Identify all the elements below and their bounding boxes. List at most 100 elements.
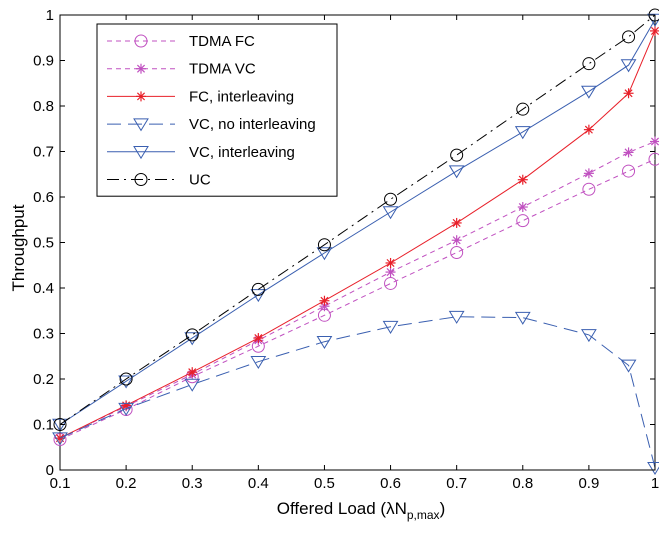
data-point	[185, 328, 199, 342]
x-axis-title-n: N	[395, 499, 407, 518]
data-point	[514, 126, 531, 140]
y-tick-label: 0.3	[33, 326, 54, 343]
data-point	[53, 418, 67, 431]
y-tick-label: 0.4	[33, 280, 54, 297]
y-tick-label: 0.6	[33, 189, 54, 206]
series-line	[59, 14, 656, 425]
data-point	[317, 238, 331, 252]
data-point	[119, 372, 133, 386]
data-point	[52, 432, 68, 446]
x-axis-title: Offered Load (λNp,max)	[277, 499, 445, 522]
x-axis-title-text: Offered Load (	[277, 499, 387, 518]
data-point	[648, 152, 659, 166]
data-point	[184, 332, 201, 346]
data-point	[316, 247, 333, 261]
data-point	[450, 148, 464, 162]
y-tick-label: 0.5	[33, 235, 54, 252]
x-tick-label: 0.9	[578, 475, 599, 492]
x-tick-label: 0.4	[248, 475, 269, 492]
series-line	[59, 19, 656, 425]
legend-marker	[136, 91, 146, 102]
data-point	[623, 147, 634, 158]
legend-label: UC	[189, 172, 211, 189]
data-point	[650, 136, 659, 147]
x-tick-label: 0.8	[512, 475, 533, 492]
legend-marker	[134, 173, 148, 186]
data-point	[583, 168, 594, 179]
series-line	[59, 158, 656, 440]
data-point	[448, 310, 465, 324]
x-tick-label: 0.6	[380, 475, 401, 492]
legend-marker	[134, 34, 148, 48]
legend-label: VC, no interleaving	[189, 116, 316, 133]
y-tick-label: 0.8	[33, 98, 54, 115]
series-2	[55, 25, 659, 444]
data-point	[251, 282, 265, 296]
y-tick-label: 0.1	[33, 417, 54, 434]
legend-label: VC, interleaving	[189, 144, 295, 161]
data-point	[516, 214, 530, 228]
data-point	[620, 59, 637, 73]
series-5	[53, 8, 659, 431]
x-axis-title-close: )	[440, 499, 446, 518]
data-point	[253, 333, 264, 344]
x-tick-label: 0.5	[314, 475, 335, 492]
data-point	[583, 124, 594, 135]
data-point	[451, 235, 462, 246]
x-tick-label: 0.1	[50, 475, 71, 492]
y-tick-label: 1	[46, 7, 54, 24]
x-tick-label: 1	[651, 475, 659, 492]
legend-entry: TDMA VC	[107, 61, 256, 78]
y-axis-ticks: 0 0.1 0.2 0.3 0.4 0.5 0.6 0.7 0.8 0.9 1	[33, 7, 655, 479]
data-point	[385, 267, 396, 278]
data-point	[516, 102, 530, 116]
x-tick-label: 0.7	[446, 475, 467, 492]
y-tick-label: 0	[46, 462, 54, 479]
data-point	[514, 311, 531, 325]
legend-marker	[133, 118, 149, 132]
data-point	[319, 295, 330, 306]
data-point	[448, 165, 465, 179]
data-point	[384, 276, 398, 290]
data-point	[450, 246, 464, 260]
y-tick-label: 0.9	[33, 53, 54, 70]
data-point	[385, 257, 396, 268]
data-point	[250, 289, 267, 303]
data-point	[581, 329, 597, 343]
data-point	[384, 192, 398, 206]
y-axis-title: Throughput	[9, 204, 28, 291]
data-point	[382, 206, 399, 220]
data-point	[382, 320, 399, 334]
data-point	[52, 418, 68, 432]
legend-entry: VC, no interleaving	[107, 116, 316, 133]
plot-area	[52, 8, 659, 475]
x-axis-ticks: 0.1 0.2 0.3 0.4 0.5 0.6 0.7 0.8 0.9 1	[50, 15, 659, 492]
data-point	[622, 30, 636, 44]
legend-entry: FC, interleaving	[107, 88, 294, 105]
legend-label: TDMA VC	[189, 61, 256, 78]
data-point	[650, 25, 659, 36]
data-point	[316, 335, 333, 349]
data-point	[581, 85, 597, 99]
data-point	[648, 8, 659, 22]
series-0	[53, 152, 659, 447]
data-point	[118, 402, 134, 416]
legend-entry: TDMA FC	[107, 33, 255, 50]
data-point	[622, 164, 636, 178]
x-axis-title-lambda: λ	[386, 499, 395, 518]
x-axis-title-subscript: p,max	[407, 508, 440, 522]
data-point	[184, 378, 201, 392]
y-tick-label: 0.2	[33, 371, 54, 388]
legend-box	[96, 23, 338, 197]
data-point	[250, 355, 267, 369]
data-point	[517, 174, 528, 185]
legend-marker	[133, 146, 149, 160]
series-3	[52, 310, 659, 475]
data-point	[517, 202, 528, 213]
data-point	[451, 217, 462, 228]
x-tick-label: 0.3	[182, 475, 203, 492]
data-point	[187, 367, 198, 378]
legend-label: FC, interleaving	[189, 88, 294, 105]
legend-entry: UC	[107, 172, 211, 189]
